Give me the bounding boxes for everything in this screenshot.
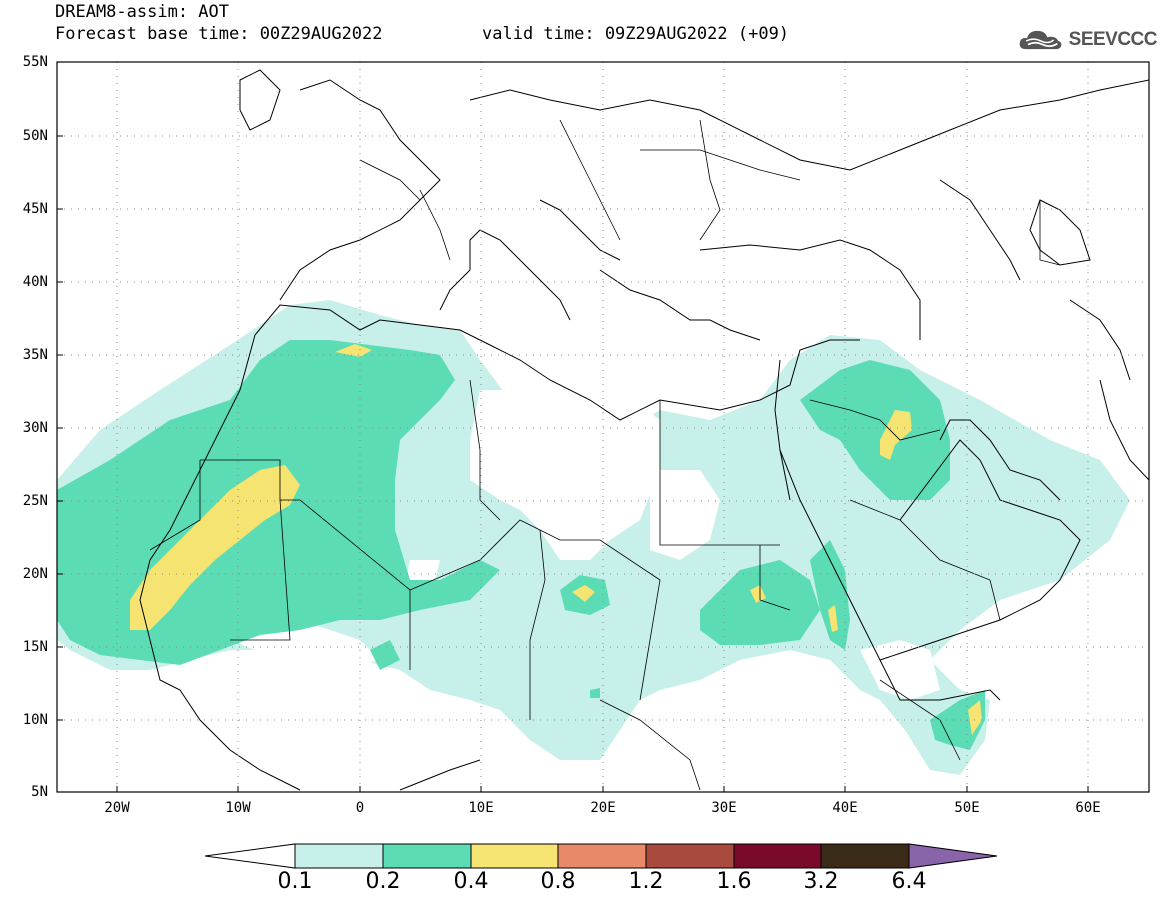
aot-field-high xyxy=(130,344,982,735)
valid-time: valid time: 09Z29AUG2022 (+09) xyxy=(482,24,790,44)
colorbar-segment xyxy=(557,843,647,869)
lat-label: 5N xyxy=(31,784,48,800)
lon-label: 0 xyxy=(355,800,365,816)
lon-label: 20W xyxy=(104,800,130,816)
lon-label: 10E xyxy=(468,800,494,816)
forecast-base-time: Forecast base time: 00Z29AUG2022 xyxy=(55,24,383,44)
colorbar-segment xyxy=(382,843,472,869)
lat-label: 55N xyxy=(22,54,48,70)
colorbar-label: 6.4 xyxy=(891,869,927,894)
colorbar-segment xyxy=(820,843,910,869)
lat-label: 10N xyxy=(22,712,48,728)
lat-lon-grid xyxy=(57,62,1149,792)
seevccc-logo: SEEVCCC xyxy=(1017,25,1158,55)
lat-label: 25N xyxy=(22,493,48,509)
cloud-icon xyxy=(1019,30,1062,50)
colorbar-segment xyxy=(733,843,822,869)
logo-text: SEEVCCC xyxy=(1068,29,1158,50)
colorbar-label: 0.2 xyxy=(365,869,401,894)
lat-label: 50N xyxy=(22,128,48,144)
colorbar-label: 0.4 xyxy=(453,869,489,894)
colorbar-segment xyxy=(908,843,998,869)
colorbar-segment xyxy=(205,843,296,869)
colorbar-segment xyxy=(470,843,559,869)
colorbar-label: 0.1 xyxy=(277,869,313,894)
lat-label: 40N xyxy=(22,274,48,290)
map-title: DREAM8-assim: AOT xyxy=(55,2,229,22)
colorbar-segment xyxy=(294,843,384,869)
lat-label: 35N xyxy=(22,347,48,363)
lat-label: 45N xyxy=(22,201,48,217)
colorbar-label: 0.8 xyxy=(540,869,576,894)
lat-label: 15N xyxy=(22,639,48,655)
colorbar-label: 1.6 xyxy=(716,869,752,894)
colorbar-label: 1.2 xyxy=(628,869,664,894)
lat-label: 20N xyxy=(22,566,48,582)
lon-label: 30E xyxy=(711,800,737,816)
colorbar xyxy=(205,843,998,869)
lon-label: 60E xyxy=(1075,800,1101,816)
lon-label: 20E xyxy=(590,800,616,816)
colorbar-segment xyxy=(645,843,735,869)
country-borders xyxy=(149,119,1061,791)
coastlines xyxy=(139,69,1149,791)
lon-label: 10W xyxy=(225,800,251,816)
lon-label: 40E xyxy=(832,800,858,816)
lat-label: 30N xyxy=(22,420,48,436)
axis-ticks xyxy=(57,61,1089,792)
lon-label: 50E xyxy=(954,800,980,816)
colorbar-label: 3.2 xyxy=(803,869,839,894)
